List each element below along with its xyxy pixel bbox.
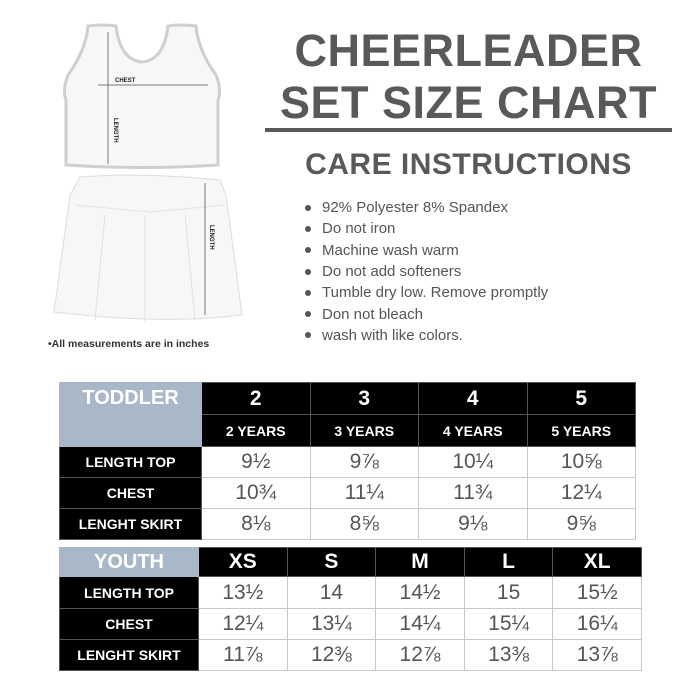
size-header: XL	[552, 547, 642, 577]
table-cell: 12⅞	[375, 639, 465, 671]
care-item: Don not bleach	[305, 303, 548, 324]
table-cell: 9½	[201, 446, 311, 478]
care-item-text: Do not iron	[322, 220, 396, 238]
care-item: wash with like colors.	[305, 325, 548, 346]
row-label: LENGHT SKIRT	[59, 508, 202, 540]
table-row: LENGHT SKIRT 11⅞ 12⅜ 12⅞ 13⅜ 13⅞	[59, 639, 642, 671]
row-label: CHEST	[59, 608, 199, 640]
page-title-line2: SET SIZE CHART	[279, 77, 658, 128]
row-label: LENGTH TOP	[59, 576, 199, 609]
table-cell: 8⅝	[309, 508, 419, 540]
bullet-icon	[305, 225, 311, 232]
table-cell: 9⅛	[418, 508, 528, 540]
bullet-icon	[305, 247, 311, 254]
table-cell: 8⅛	[201, 508, 311, 540]
table-cell: 12¼	[198, 608, 288, 640]
age-header: 4 YEARS	[418, 414, 528, 447]
table-cell: 12⅜	[286, 639, 377, 671]
care-item-text: Tumble dry low. Remove promptly	[322, 284, 549, 302]
category-filler	[59, 414, 202, 447]
title-divider	[265, 128, 672, 132]
size-header: L	[463, 547, 554, 577]
table-cell: 14¼	[375, 608, 465, 640]
table-cell: 12¼	[526, 477, 636, 509]
care-instructions-title: CARE INSTRUCTIONS	[305, 148, 632, 181]
table-cell: 9⅞	[309, 446, 419, 478]
table-row: CHEST 10¾ 11¼ 11¾ 12¼	[59, 477, 636, 509]
toddler-size-table: TODDLER 2 3 4 5 2 YEARS 3 YEARS 4 YEARS …	[59, 382, 636, 540]
toddler-category-label: TODDLER	[59, 382, 202, 415]
age-header: 2 YEARS	[201, 414, 311, 447]
page-title-line1: CHEERLEADER	[294, 25, 643, 76]
care-item-text: wash with like colors.	[322, 326, 463, 344]
table-cell: 15½	[552, 576, 642, 609]
table-cell: 16¼	[552, 608, 642, 640]
size-header: 2	[201, 382, 311, 415]
care-item: Tumble dry low. Remove promptly	[305, 282, 548, 303]
care-item-text: Machine wash warm	[322, 241, 459, 259]
care-item: Machine wash warm	[305, 240, 548, 261]
table-cell: 10¾	[201, 477, 311, 509]
table-cell: 11¾	[418, 477, 528, 509]
skirt-length-label: LENGTH	[208, 225, 214, 250]
youth-size-table: YOUTH XS S M L XL LENGTH TOP 13½ 14 14½ …	[59, 547, 642, 671]
table-cell: 11¼	[309, 477, 419, 509]
care-instructions-list: 92% Polyester 8% Spandex Do not iron Mac…	[305, 197, 548, 346]
bullet-icon	[305, 311, 311, 318]
size-header: M	[375, 547, 465, 577]
table-cell: 10¼	[418, 446, 528, 478]
care-item-text: Do not add softeners	[322, 263, 462, 281]
bullet-icon	[305, 204, 311, 211]
crop-top-image: CHEST LENGTH	[62, 23, 222, 169]
care-item: Do not add softeners	[305, 261, 548, 282]
table-cell: 13⅞	[552, 639, 642, 671]
care-item-text: Don not bleach	[322, 305, 423, 323]
care-item: Do not iron	[305, 218, 548, 239]
size-header: 3	[309, 382, 419, 415]
age-header: 5 YEARS	[526, 414, 636, 447]
top-length-label: LENGTH	[112, 118, 118, 143]
row-label: LENGTH TOP	[59, 446, 202, 478]
table-cell: 15	[463, 576, 554, 609]
size-header: S	[286, 547, 377, 577]
table-cell: 15¼	[463, 608, 554, 640]
table-cell: 10⅝	[526, 446, 636, 478]
youth-category-label: YOUTH	[59, 547, 199, 577]
care-item: 92% Polyester 8% Spandex	[305, 197, 548, 218]
age-header: 3 YEARS	[309, 414, 419, 447]
row-label: LENGHT SKIRT	[59, 639, 199, 671]
table-row: CHEST 12¼ 13¼ 14¼ 15¼ 16¼	[59, 608, 642, 640]
table-row: LENGTH TOP 9½ 9⅞ 10¼ 10⅝	[59, 446, 636, 478]
bullet-icon	[305, 332, 311, 339]
table-cell: 13⅜	[463, 639, 554, 671]
table-cell: 13½	[198, 576, 288, 609]
size-header: 5	[526, 382, 636, 415]
garment-illustration: CHEST LENGTH LENGTH	[53, 23, 243, 322]
measurement-note: •All measurements are in inches	[48, 338, 210, 350]
table-row: LENGHT SKIRT 8⅛ 8⅝ 9⅛ 9⅝	[59, 508, 636, 540]
chest-label: CHEST	[115, 78, 136, 84]
size-header: 4	[418, 382, 528, 415]
table-row: LENGTH TOP 13½ 14 14½ 15 15½	[59, 576, 642, 609]
table-cell: 14	[286, 576, 377, 609]
skirt-image: LENGTH	[53, 174, 243, 322]
table-cell: 13¼	[286, 608, 377, 640]
table-cell: 9⅝	[526, 508, 636, 540]
size-header: XS	[198, 547, 288, 577]
table-cell: 11⅞	[198, 639, 288, 671]
row-label: CHEST	[59, 477, 202, 509]
bullet-icon	[305, 268, 311, 275]
care-item-text: 92% Polyester 8% Spandex	[322, 199, 508, 217]
bullet-icon	[305, 289, 311, 296]
table-cell: 14½	[375, 576, 465, 609]
